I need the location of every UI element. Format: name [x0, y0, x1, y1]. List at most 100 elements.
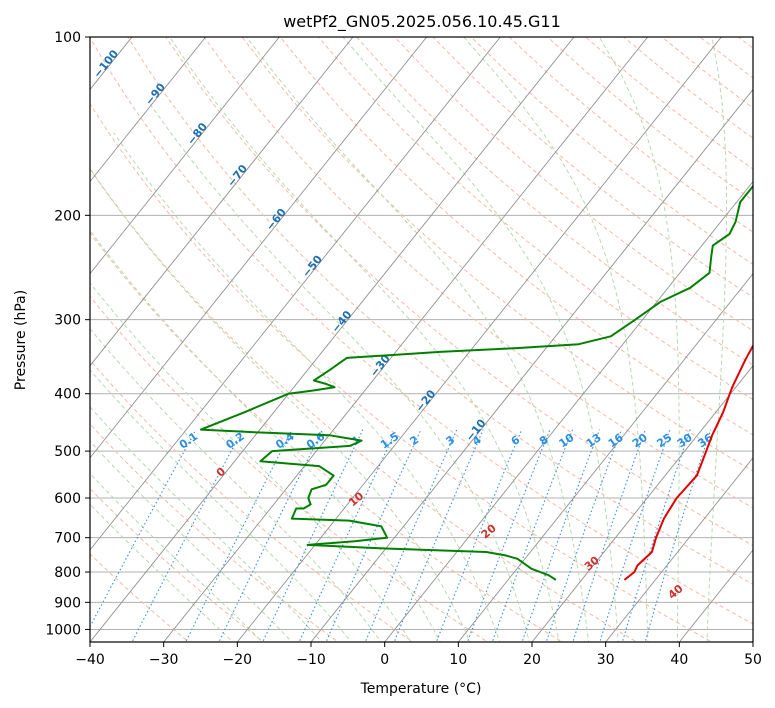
dry-adiabat-line [90, 423, 340, 642]
chart-title: wetPf2_GN05.2025.056.10.45.G11 [283, 12, 561, 32]
x-tick-label: 10 [449, 652, 467, 668]
mixing-ratio-line [262, 429, 364, 642]
dry-adiabat-line [90, 487, 265, 642]
y-tick-label: 1000 [45, 622, 81, 638]
dry-adiabat-line [241, 37, 753, 472]
mixing-ratio-line [298, 429, 397, 642]
isotherm-line [90, 37, 428, 459]
isotherm-line [90, 37, 207, 183]
x-tick-label: −40 [75, 652, 105, 668]
dry-adiabat-line [470, 37, 753, 266]
moist-adiabat-line [90, 503, 234, 642]
dry-adiabat-line [203, 37, 753, 509]
dry-adiabat-line [394, 37, 753, 332]
plot-frame [89, 36, 754, 643]
moist-adiabat-line [90, 328, 382, 642]
moist-adiabat-line [90, 168, 471, 642]
x-tick-label: −20 [223, 652, 253, 668]
y-tick-label: 900 [54, 595, 81, 611]
x-tick-label: −30 [149, 652, 179, 668]
y-tick-label: 200 [54, 208, 81, 224]
dry-adiabat-line [90, 553, 190, 642]
x-axis-ticks: −40 −30 −20 −10 0 10 20 30 40 50 [75, 642, 762, 668]
x-tick-label: 40 [670, 652, 688, 668]
mixing-ratio-label: 4 [470, 433, 484, 448]
mixing-ratio-line [218, 429, 324, 642]
isotherm-line [457, 272, 753, 642]
mixing-ratio-line [325, 429, 422, 642]
dry-adiabat-line [90, 295, 489, 642]
moist-adiabat-line [598, 37, 680, 642]
temperature-profile-line [623, 343, 753, 581]
moist-adiabat-label: 20 [479, 521, 499, 541]
isotherm-line [236, 37, 722, 642]
y-tick-label: 100 [54, 30, 81, 46]
mixing-ratio-line [131, 429, 243, 642]
isotherm-line [163, 37, 649, 642]
y-axis-label: Pressure (hPa) [13, 290, 29, 390]
isotherm-label: −70 [225, 162, 251, 190]
y-tick-label: 500 [54, 444, 81, 460]
dry-adiabat-lines [90, 37, 753, 642]
y-tick-label: 400 [54, 387, 81, 403]
moist-adiabat-line [90, 368, 352, 642]
mixing-ratio-label: 1.5 [378, 430, 401, 452]
isotherm-label: −80 [185, 120, 211, 148]
moist-adiabat-line [342, 37, 619, 642]
isotherm-label: −60 [263, 206, 289, 234]
isotherm-label: −20 [413, 387, 439, 415]
isotherm-line [752, 641, 753, 642]
isotherm-label: −90 [143, 80, 169, 108]
isotherm-line [531, 365, 753, 642]
isotherm-line [90, 37, 280, 275]
mixing-ratio-label: 8 [537, 433, 551, 448]
moist-adiabat-line [90, 440, 293, 642]
dry-adiabat-line [508, 37, 753, 233]
dry-adiabat-line [165, 37, 753, 547]
moist-adiabat-label: 40 [666, 582, 686, 602]
isotherm-label: −40 [329, 308, 355, 336]
isotherm-line [0, 37, 58, 642]
mixing-ratio-line [364, 429, 458, 642]
dry-adiabat-line [90, 231, 564, 642]
dry-adiabat-line [90, 359, 414, 642]
y-tick-label: 600 [54, 491, 81, 507]
mixing-ratio-line [621, 429, 691, 642]
plot-area: −100−90−80−70−60−50−40−30−20−100.1 0.2 0.4… [0, 37, 753, 642]
dry-adiabat-line [279, 37, 753, 436]
dry-adiabat-line [356, 37, 753, 366]
mixing-ratio-line [521, 429, 601, 642]
y-tick-label: 300 [54, 313, 81, 329]
isotherm-line [90, 37, 354, 367]
moist-adiabat-label: 10 [346, 489, 366, 509]
moist-adiabat-line [90, 282, 412, 642]
y-tick-label: 800 [54, 565, 81, 581]
mixing-ratio-line [491, 429, 574, 642]
mixing-ratio-label: 0.1 [177, 430, 200, 452]
moist-adiabat-line [113, 132, 501, 642]
moist-adiabat-line [90, 472, 264, 642]
x-tick-label: 30 [597, 652, 615, 668]
isotherm-line [90, 37, 575, 642]
mixing-ratio-line [435, 429, 523, 642]
dry-adiabat-line [90, 103, 713, 642]
isotherm-line [384, 180, 753, 642]
moist-adiabat-line [90, 406, 323, 642]
isotherm-line [678, 549, 753, 642]
mixing-ratio-label: 16 [606, 431, 626, 451]
mixing-ratio-line [644, 429, 712, 642]
mixing-ratio-label: 6 [509, 433, 523, 448]
moist-adiabat-line [169, 37, 560, 642]
dry-adiabat-line [90, 167, 639, 642]
mixing-ratio-label: 3 [444, 433, 458, 448]
dry-adiabat-line [585, 37, 753, 170]
isotherm-line [90, 37, 501, 551]
mixing-ratio-label: 25 [654, 431, 674, 450]
x-tick-label: 0 [380, 652, 389, 668]
isotherm-lines [0, 37, 753, 642]
sounding-series [199, 156, 753, 581]
dry-adiabat-line [318, 37, 753, 401]
mixing-ratio-line [545, 429, 622, 642]
mixing-ratio-label: 0.2 [224, 430, 247, 452]
